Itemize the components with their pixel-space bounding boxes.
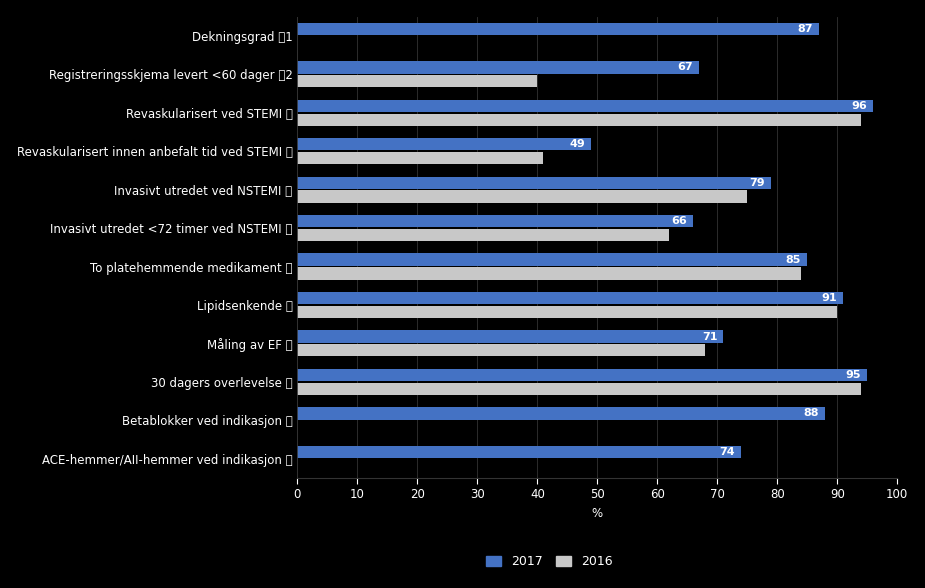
Bar [298,446,741,458]
Bar [298,23,820,35]
Legend: 2017, 2016: 2017, 2016 [481,550,617,573]
Text: 71: 71 [702,332,717,342]
Bar [298,407,825,420]
Text: 91: 91 [821,293,837,303]
Text: 88: 88 [804,409,820,419]
Bar [298,344,705,356]
Text: 66: 66 [672,216,687,226]
Bar [298,292,844,304]
Text: 87: 87 [797,24,813,34]
Text: 67: 67 [678,62,693,72]
Bar [298,229,670,241]
Bar [298,61,699,74]
Bar [298,306,837,318]
Text: 49: 49 [570,139,586,149]
Bar [298,75,537,88]
Bar [298,383,861,395]
Text: 79: 79 [749,178,765,188]
X-axis label: %: % [592,507,603,520]
Text: 95: 95 [845,370,861,380]
Text: 74: 74 [720,447,735,457]
Bar [298,138,591,151]
Bar [298,253,808,266]
Bar [298,330,723,343]
Bar [298,369,868,381]
Bar [298,176,771,189]
Bar [298,113,861,126]
Text: 96: 96 [852,101,868,111]
Bar [298,215,693,228]
Bar [298,191,747,203]
Bar [298,268,801,280]
Text: 85: 85 [786,255,801,265]
Bar [298,100,873,112]
Bar [298,152,543,164]
